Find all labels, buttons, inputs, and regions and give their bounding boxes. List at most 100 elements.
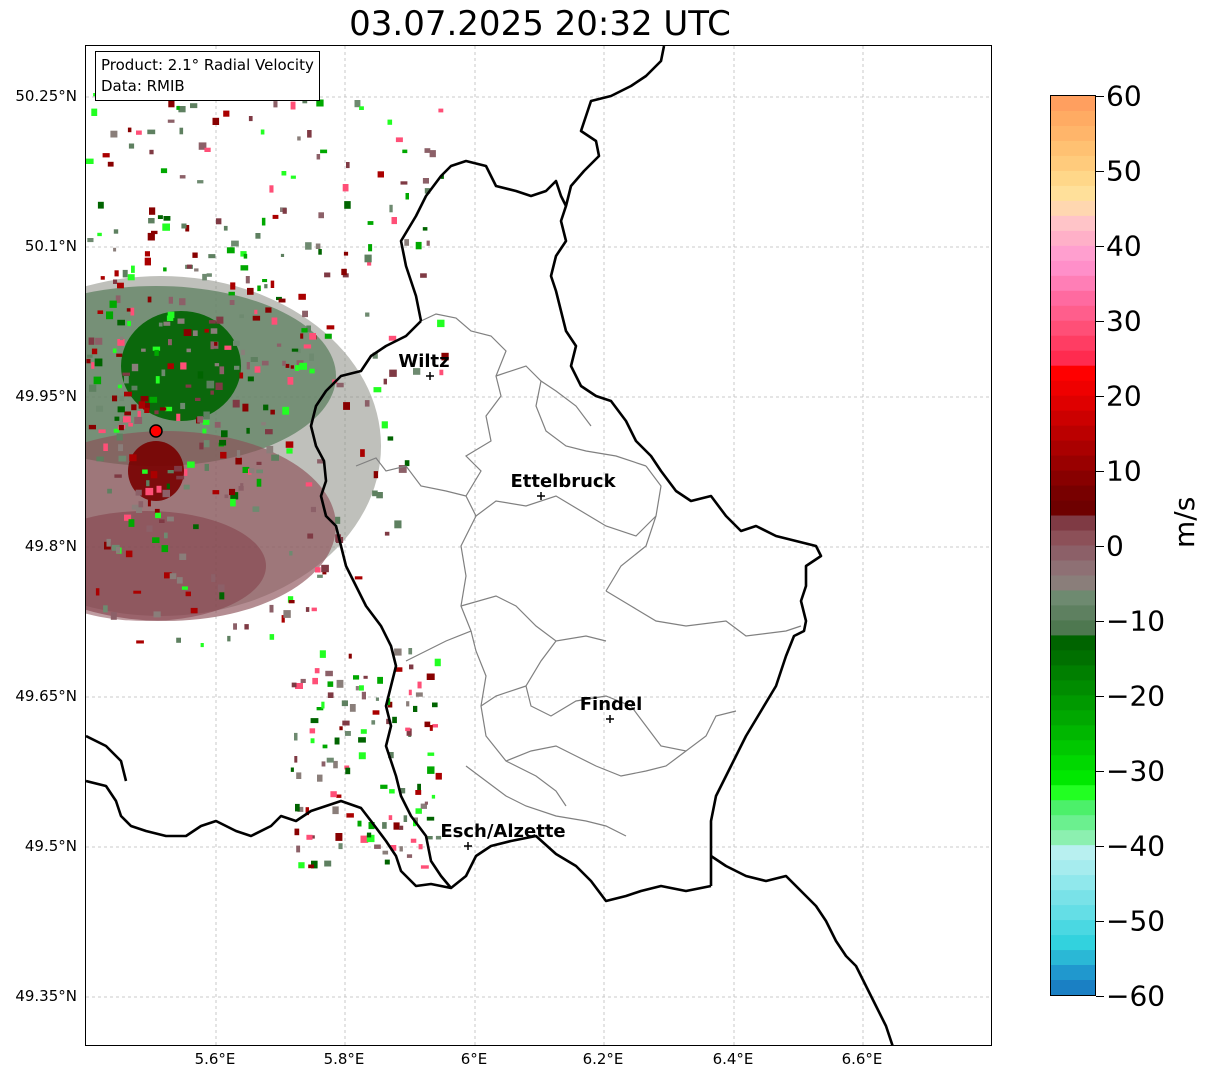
colorbar-band [1051, 545, 1095, 562]
colorbar-band [1051, 230, 1095, 247]
colorbar-band [1051, 245, 1095, 262]
colorbar-tick-label: −60 [1106, 979, 1166, 1013]
velocity-field [86, 276, 381, 621]
lon-label: 5.6°E [194, 1050, 236, 1068]
colorbar-band [1051, 425, 1095, 442]
colorbar-tick [1096, 696, 1104, 697]
colorbar-tick-label: −30 [1106, 754, 1166, 788]
product-label: Product: 2.1° Radial Velocity [101, 56, 314, 74]
colorbar-band [1051, 860, 1095, 876]
colorbar-band [1051, 875, 1095, 891]
lon-label: 6.2°E [582, 1050, 624, 1068]
radar-site-marker [149, 424, 163, 438]
colorbar-band [1051, 275, 1095, 292]
colorbar-tick-label: 0 [1106, 529, 1124, 563]
colorbar-band [1051, 590, 1095, 607]
lat-label: 50.25°N [15, 87, 77, 105]
map-title: 03.07.2025 20:32 UTC [349, 4, 731, 44]
colorbar-band [1051, 365, 1095, 382]
colorbar-tick [1096, 171, 1104, 172]
colorbar-band [1051, 695, 1095, 711]
colorbar-band [1051, 140, 1095, 157]
colorbar-band [1051, 785, 1095, 801]
colorbar-band [1051, 155, 1095, 172]
colorbar-band [1051, 980, 1095, 995]
colorbar-band [1051, 605, 1095, 622]
colorbar-tick [1096, 396, 1104, 397]
colorbar-band [1051, 485, 1095, 502]
colorbar-tick-label: 20 [1106, 379, 1142, 413]
colorbar-band [1051, 350, 1095, 367]
colorbar-band [1051, 515, 1095, 532]
colorbar-tick [1096, 621, 1104, 622]
colorbar-band [1051, 575, 1095, 592]
colorbar-band [1051, 200, 1095, 217]
colorbar-band [1051, 96, 1095, 112]
lat-label: 49.5°N [24, 837, 77, 855]
colorbar-tick [1096, 246, 1104, 247]
colorbar-band [1051, 320, 1095, 337]
city-markers [426, 372, 614, 850]
colorbar-band [1051, 215, 1095, 232]
lat-label: 49.65°N [15, 687, 77, 705]
colorbar-band [1051, 395, 1095, 412]
colorbar-tick [1096, 846, 1104, 847]
colorbar-band [1051, 170, 1095, 187]
colorbar-band [1051, 560, 1095, 577]
colorbar-tick [1096, 771, 1104, 772]
city-label-ettelbruck: Ettelbruck [510, 471, 616, 492]
colorbar-band [1051, 410, 1095, 427]
colorbar-tick-label: −40 [1106, 829, 1166, 863]
colorbar-tick [1096, 921, 1104, 922]
colorbar-band [1051, 890, 1095, 906]
colorbar-band [1051, 620, 1095, 636]
colorbar-band [1051, 185, 1095, 202]
colorbar-band [1051, 650, 1095, 666]
district-boundaries [355, 313, 802, 837]
lat-label: 49.95°N [15, 387, 77, 405]
colorbar-band [1051, 905, 1095, 921]
colorbar-band [1051, 380, 1095, 397]
colorbar-band [1051, 635, 1095, 651]
colorbar-tick [1096, 996, 1104, 997]
colorbar-tick [1096, 96, 1104, 97]
velocity-speckles [86, 86, 449, 869]
colorbar-band [1051, 305, 1095, 322]
lat-label: 49.8°N [24, 537, 77, 555]
colorbar-band [1051, 500, 1095, 517]
colorbar-band [1051, 125, 1095, 142]
colorbar-unit-label: m/s [1168, 496, 1201, 548]
colorbar-gradient [1051, 96, 1095, 995]
colorbar-band [1051, 725, 1095, 741]
radar-map[interactable] [85, 45, 992, 1046]
city-label-findel: Findel [579, 694, 643, 715]
colorbar-band [1051, 920, 1095, 936]
colorbar-band [1051, 770, 1095, 786]
lon-label: 5.8°E [323, 1050, 365, 1068]
colorbar-band [1051, 755, 1095, 771]
colorbar-band [1051, 950, 1095, 966]
colorbar-band [1051, 665, 1095, 681]
lat-label: 49.35°N [15, 987, 77, 1005]
lon-label: 6.4°E [712, 1050, 754, 1068]
lon-label: 6.6°E [841, 1050, 883, 1068]
colorbar-band [1051, 815, 1095, 831]
lon-label: 6°E [460, 1050, 488, 1068]
colorbar-tick-label: −10 [1106, 604, 1166, 638]
colorbar-tick-label: 50 [1106, 154, 1142, 188]
colorbar-band [1051, 440, 1095, 457]
colorbar-tick [1096, 471, 1104, 472]
colorbar-band [1051, 965, 1095, 981]
colorbar-tick-label: 30 [1106, 304, 1142, 338]
lat-label: 50.1°N [24, 237, 77, 255]
colorbar-tick [1096, 546, 1104, 547]
colorbar-band [1051, 800, 1095, 816]
colorbar-tick-label: 10 [1106, 454, 1142, 488]
colorbar-band [1051, 455, 1095, 472]
colorbar-tick-label: −50 [1106, 904, 1166, 938]
data-source-label: Data: RMIB [101, 77, 185, 95]
colorbar-band [1051, 470, 1095, 487]
colorbar-band [1051, 845, 1095, 861]
colorbar-band [1051, 335, 1095, 352]
colorbar-tick-label: −20 [1106, 679, 1166, 713]
